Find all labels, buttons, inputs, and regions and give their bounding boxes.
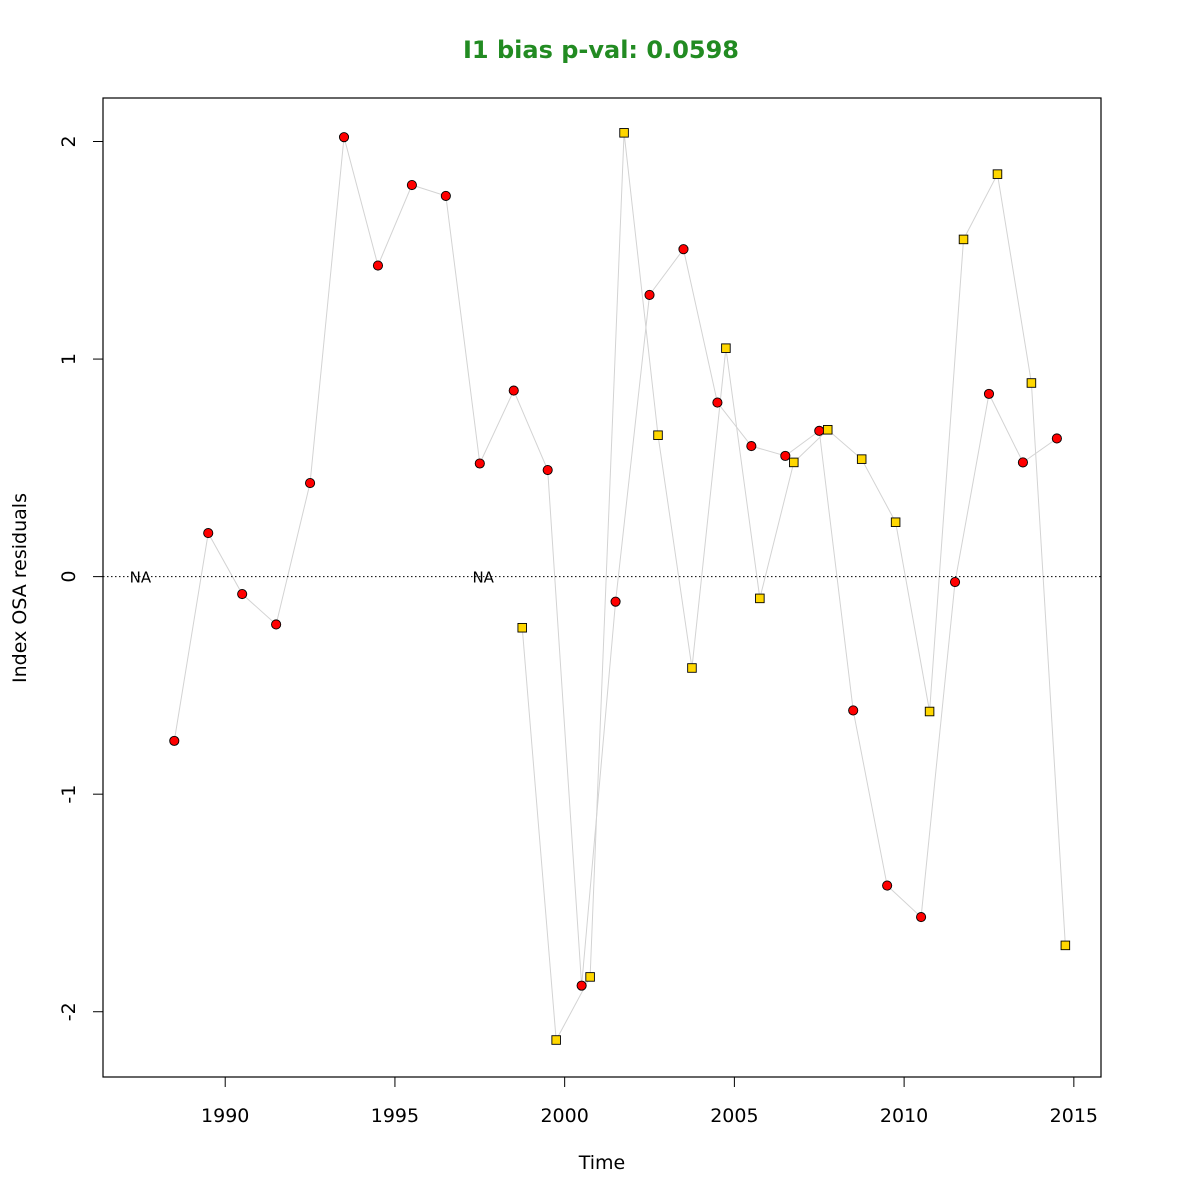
- data-point-square: [856, 454, 867, 464]
- data-point-square: [958, 234, 969, 245]
- data-point-circle: [814, 425, 825, 436]
- data-point-square: [890, 517, 901, 527]
- data-point-circle: [474, 458, 485, 469]
- data-point-circle: [882, 880, 893, 891]
- series-connector-line: [521, 132, 1066, 1042]
- y-tick-label: 0: [58, 571, 80, 583]
- data-point-square: [822, 425, 833, 435]
- x-tick-label: 2000: [540, 1105, 588, 1127]
- data-point-square: [755, 593, 765, 604]
- y-axis: -2 -1 0 1 2: [58, 135, 104, 1021]
- data-points: [169, 128, 1071, 1045]
- data-point-circle: [678, 244, 689, 255]
- data-point-circle: [780, 450, 791, 461]
- y-tick-label: 1: [58, 353, 80, 365]
- data-point-circle: [949, 577, 961, 588]
- chart-title: I1 bias p-val: 0.0598: [463, 36, 739, 64]
- data-point-circle: [610, 596, 621, 607]
- data-point-circle: [983, 388, 995, 399]
- series-connector-line: [173, 137, 1058, 986]
- y-tick-label: 2: [58, 135, 80, 147]
- data-point-square: [1060, 940, 1071, 951]
- data-point-circle: [916, 912, 927, 923]
- data-point-circle: [542, 464, 553, 476]
- data-point-circle: [406, 179, 417, 191]
- x-tick-label: 1995: [371, 1105, 419, 1127]
- x-tick-label: 1990: [201, 1105, 249, 1127]
- data-point-circle: [644, 289, 655, 300]
- x-axis: 1990 1995 2000 2005 2010 2015: [201, 1076, 1098, 1127]
- data-point-square: [551, 1035, 561, 1045]
- data-point-circle: [746, 441, 757, 452]
- x-tick-label: 2015: [1050, 1105, 1098, 1127]
- y-axis-label: Index OSA residuals: [9, 493, 31, 683]
- annotations: NA NA: [130, 569, 495, 587]
- data-point-square: [789, 457, 799, 468]
- data-point-square: [687, 663, 697, 673]
- data-point-circle: [271, 619, 282, 630]
- data-point-circle: [338, 132, 350, 143]
- x-tick-label: 2010: [880, 1105, 928, 1127]
- y-tick-label: -1: [58, 785, 80, 804]
- data-point-square: [653, 430, 663, 440]
- data-point-circle: [169, 735, 180, 746]
- data-point-square: [1026, 378, 1037, 388]
- data-point-square: [721, 343, 731, 353]
- data-point-circle: [712, 397, 723, 408]
- data-point-circle: [1017, 457, 1028, 468]
- x-tick-label: 2005: [710, 1105, 758, 1127]
- data-point-square: [585, 972, 595, 982]
- data-point-circle: [305, 478, 316, 489]
- data-point-circle: [1051, 433, 1062, 444]
- data-point-circle: [372, 260, 384, 271]
- x-axis-label: Time: [578, 1152, 626, 1174]
- data-point-circle: [237, 588, 248, 600]
- na-annotation: NA: [130, 569, 152, 587]
- data-point-circle: [576, 980, 587, 991]
- data-point-circle: [848, 705, 859, 716]
- connector-lines: [173, 132, 1066, 1042]
- data-point-circle: [508, 385, 519, 396]
- data-point-square: [992, 169, 1003, 179]
- data-point-circle: [440, 190, 451, 201]
- data-point-square: [924, 706, 935, 717]
- na-annotation: NA: [472, 569, 494, 587]
- data-point-circle: [203, 528, 214, 539]
- data-point-square: [517, 622, 527, 633]
- data-point-square: [619, 128, 629, 138]
- y-tick-label: -2: [58, 1002, 80, 1021]
- plot-frame: [102, 97, 1102, 1078]
